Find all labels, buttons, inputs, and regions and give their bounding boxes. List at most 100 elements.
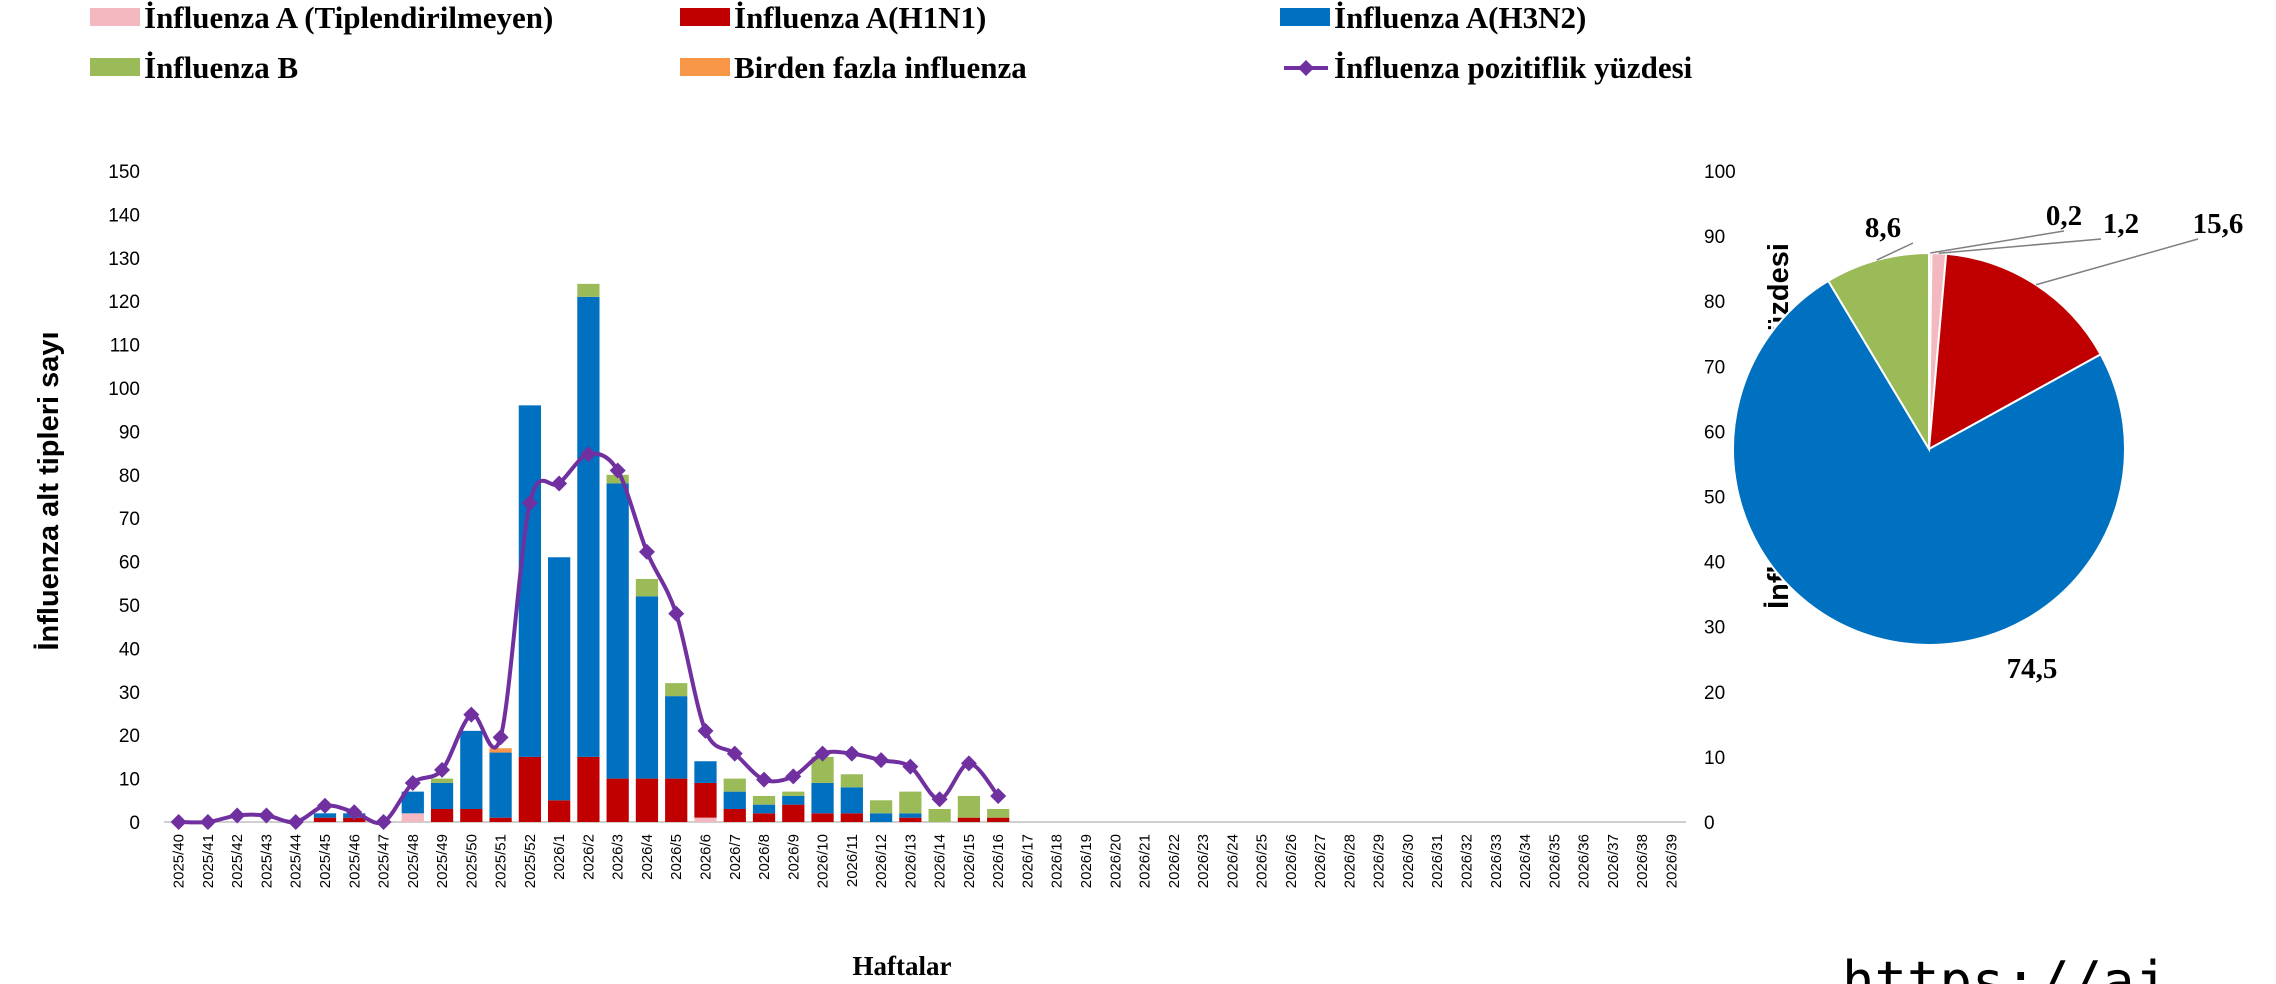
y-tick-label: 80 [119,466,140,487]
x-tick-label: 2026/31 [1429,834,1446,888]
x-tick-label: 2026/12 [873,834,890,888]
line-marker [287,814,304,830]
line-marker [902,758,919,775]
bar-segment [694,782,717,818]
x-tick-label: 2026/35 [1546,834,1563,888]
y2-tick-label: 90 [1704,227,1725,248]
y-tick-label: 150 [108,162,140,183]
y2-tick-label: 100 [1704,162,1736,183]
x-tick-label: 2025/47 [376,834,393,888]
x-tick-label: 2026/9 [785,834,802,880]
pie-slice [1927,252,2103,451]
x-tick-label: 2026/15 [961,834,978,888]
y-tick-label: 100 [108,379,140,400]
stacked-bar-line-chart: 0 10 20 30 40 50 60 70 80 90 100 110 120 130 140 150 0 1… [33,162,1795,981]
x-tick-label: 2026/8 [756,834,773,880]
x-tick-label: 2026/33 [1488,834,1505,888]
line-marker [229,807,246,824]
line-marker [258,807,275,824]
y-tick-label: 130 [108,249,140,270]
bar-segment [460,808,483,822]
x-tick-label: 2026/34 [1517,834,1534,888]
bar-segment [840,774,863,788]
line-marker [638,543,655,560]
line-marker [785,768,802,785]
bar-segment [782,791,805,796]
x-tick-label: 2025/45 [317,834,334,888]
legend-marker-swatch [1298,60,1314,76]
bar-segment [869,800,893,814]
y-tick-label: 110 [110,336,140,357]
bar-segment [899,813,922,818]
pie-label: 1,2 [2103,208,2139,240]
bar-segment [489,748,512,753]
line-marker [609,462,626,479]
bar-segment [987,808,1010,818]
x-tick-label: 2026/13 [902,834,919,888]
line-marker [492,729,509,746]
x-tick-label: 2026/29 [1371,834,1388,888]
y2-tick-label: 10 [1704,748,1725,769]
bar-segment [782,795,805,805]
y-tick-label: 10 [119,770,140,791]
x-tick-label: 2025/42 [229,834,246,888]
x-tick-label: 2026/1 [551,834,568,880]
bar-segment [928,808,951,822]
x-tick-label: 2026/26 [1283,834,1300,888]
line-marker [814,745,831,762]
legend-swatch [1280,8,1330,26]
bars [313,283,1010,822]
bar-segment [518,405,541,757]
bar-segment [665,696,688,779]
y2-tick-label: 0 [1704,813,1715,834]
bar-segment [313,813,337,818]
x-tick-label: 2026/21 [1137,834,1154,888]
x-tick-label: 2025/52 [522,834,539,888]
x-tick-label: 2025/48 [405,834,422,888]
pie-leader-line [1876,242,1914,261]
bar-segment [899,817,922,822]
bar-segment [694,817,717,822]
bar-segment [489,752,512,818]
pie-label: 15,6 [2193,208,2244,240]
x-tick-label: 2026/5 [668,834,685,880]
bar-segment [430,808,454,822]
bar-segment [752,804,776,814]
y-tick-label: 90 [119,422,140,443]
bar-segment [518,756,541,822]
x-tick-label: 2026/18 [1049,834,1066,888]
y2-tick-label: 60 [1704,422,1725,443]
bar-segment [811,813,834,822]
legend-label: İnfluenza A(H3N2) [1334,0,1586,35]
line-marker [521,495,538,512]
bar-segment [577,296,600,757]
bar-segment [957,817,981,822]
y-axis-title-left: İnfluenza alt tipleri sayı [33,331,65,650]
bar-segment [752,813,776,822]
bar-segment [606,474,629,484]
bar-segment [577,756,600,822]
line-marker [756,771,773,788]
bar-segment [987,817,1010,822]
pie-slice [1732,279,2126,646]
y2-tick-label: 80 [1704,292,1725,313]
x-tick-label: 2026/20 [1107,834,1124,888]
bar-segment [811,782,834,814]
pie-chart: 0,2 1,2 15,6 74,5 8,6 [1732,200,2244,685]
x-tick-label: 2026/10 [815,834,832,888]
y2-tick-label: 40 [1704,553,1725,574]
bar-segment [460,730,483,809]
pie-label: 8,6 [1865,212,1901,244]
bar-segment [723,791,746,809]
x-tick-label: 2026/24 [1224,834,1241,888]
x-tick-label: 2026/17 [1019,834,1036,888]
line-marker [404,774,421,791]
y-tick-label: 60 [119,553,140,574]
bar-segment [782,804,805,822]
y-tick-label: 40 [119,639,140,660]
pie-label: 74,5 [2007,653,2058,685]
line-marker [697,722,714,739]
y2-tick-label: 70 [1704,357,1725,378]
legend-swatch [90,8,140,26]
line-marker [990,787,1007,804]
